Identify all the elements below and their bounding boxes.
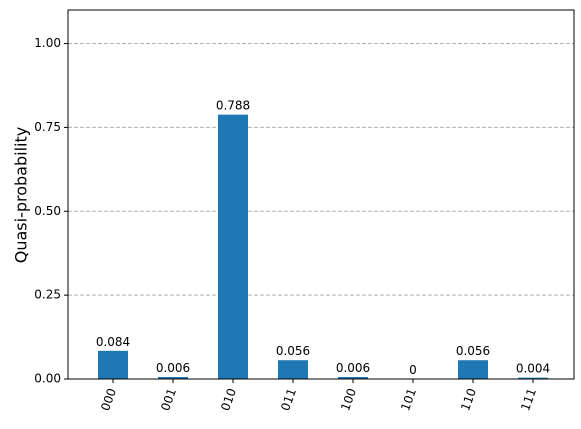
y-tick-label: 0.00 — [34, 372, 61, 386]
y-axis-label: Quasi-probability — [12, 127, 31, 263]
x-tick-label: 100 — [338, 386, 359, 412]
bar — [518, 377, 548, 379]
x-tick-label: 111 — [518, 386, 539, 412]
bar — [338, 376, 368, 379]
bar — [458, 360, 488, 379]
x-tick-label: 000 — [98, 386, 119, 412]
x-tick-label: 001 — [158, 386, 179, 412]
y-tick-label: 1.00 — [34, 36, 61, 50]
axes-frame — [67, 9, 575, 380]
value-label: 0.056 — [276, 344, 310, 358]
y-tick-label: 0.25 — [34, 288, 61, 302]
value-label: 0.006 — [336, 361, 370, 375]
value-label: 0.056 — [456, 344, 490, 358]
x-tick-label: 010 — [218, 386, 239, 412]
bar — [278, 360, 308, 379]
value-label: 0 — [409, 363, 417, 377]
value-label: 0.788 — [216, 99, 250, 113]
y-tick-label: 0.50 — [34, 204, 61, 218]
x-tick-label: 011 — [278, 386, 299, 412]
x-tick-label: 110 — [458, 386, 479, 412]
bar — [98, 350, 128, 379]
y-tick-label: 0.75 — [34, 120, 61, 134]
bar — [158, 376, 188, 379]
value-label: 0.084 — [96, 335, 130, 349]
value-label: 0.006 — [156, 361, 190, 375]
value-label: 0.004 — [516, 362, 550, 376]
x-tick-label: 101 — [398, 386, 419, 412]
bar — [218, 114, 248, 380]
